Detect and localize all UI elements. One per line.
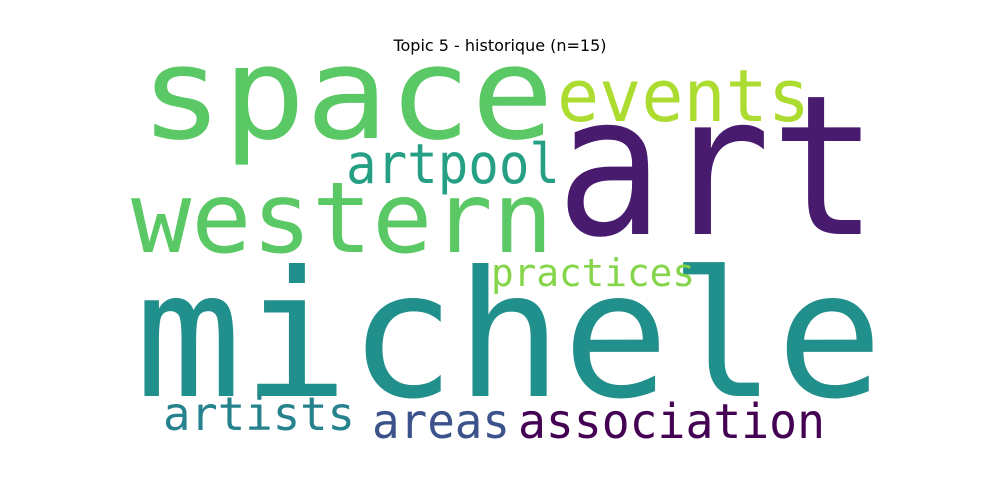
chart-title: Topic 5 - historique (n=15): [393, 36, 607, 55]
word-artpool: artpool: [346, 132, 560, 196]
word-michele: michele: [135, 235, 883, 438]
word-practices: practices: [491, 251, 695, 295]
word-areas: areas: [372, 394, 510, 450]
word-association: association: [518, 394, 825, 450]
word-art: art: [556, 53, 878, 280]
word-western: western: [131, 162, 553, 276]
word-space: space: [140, 20, 554, 169]
word-events: events: [557, 54, 810, 138]
word-artists: artists: [163, 387, 355, 441]
